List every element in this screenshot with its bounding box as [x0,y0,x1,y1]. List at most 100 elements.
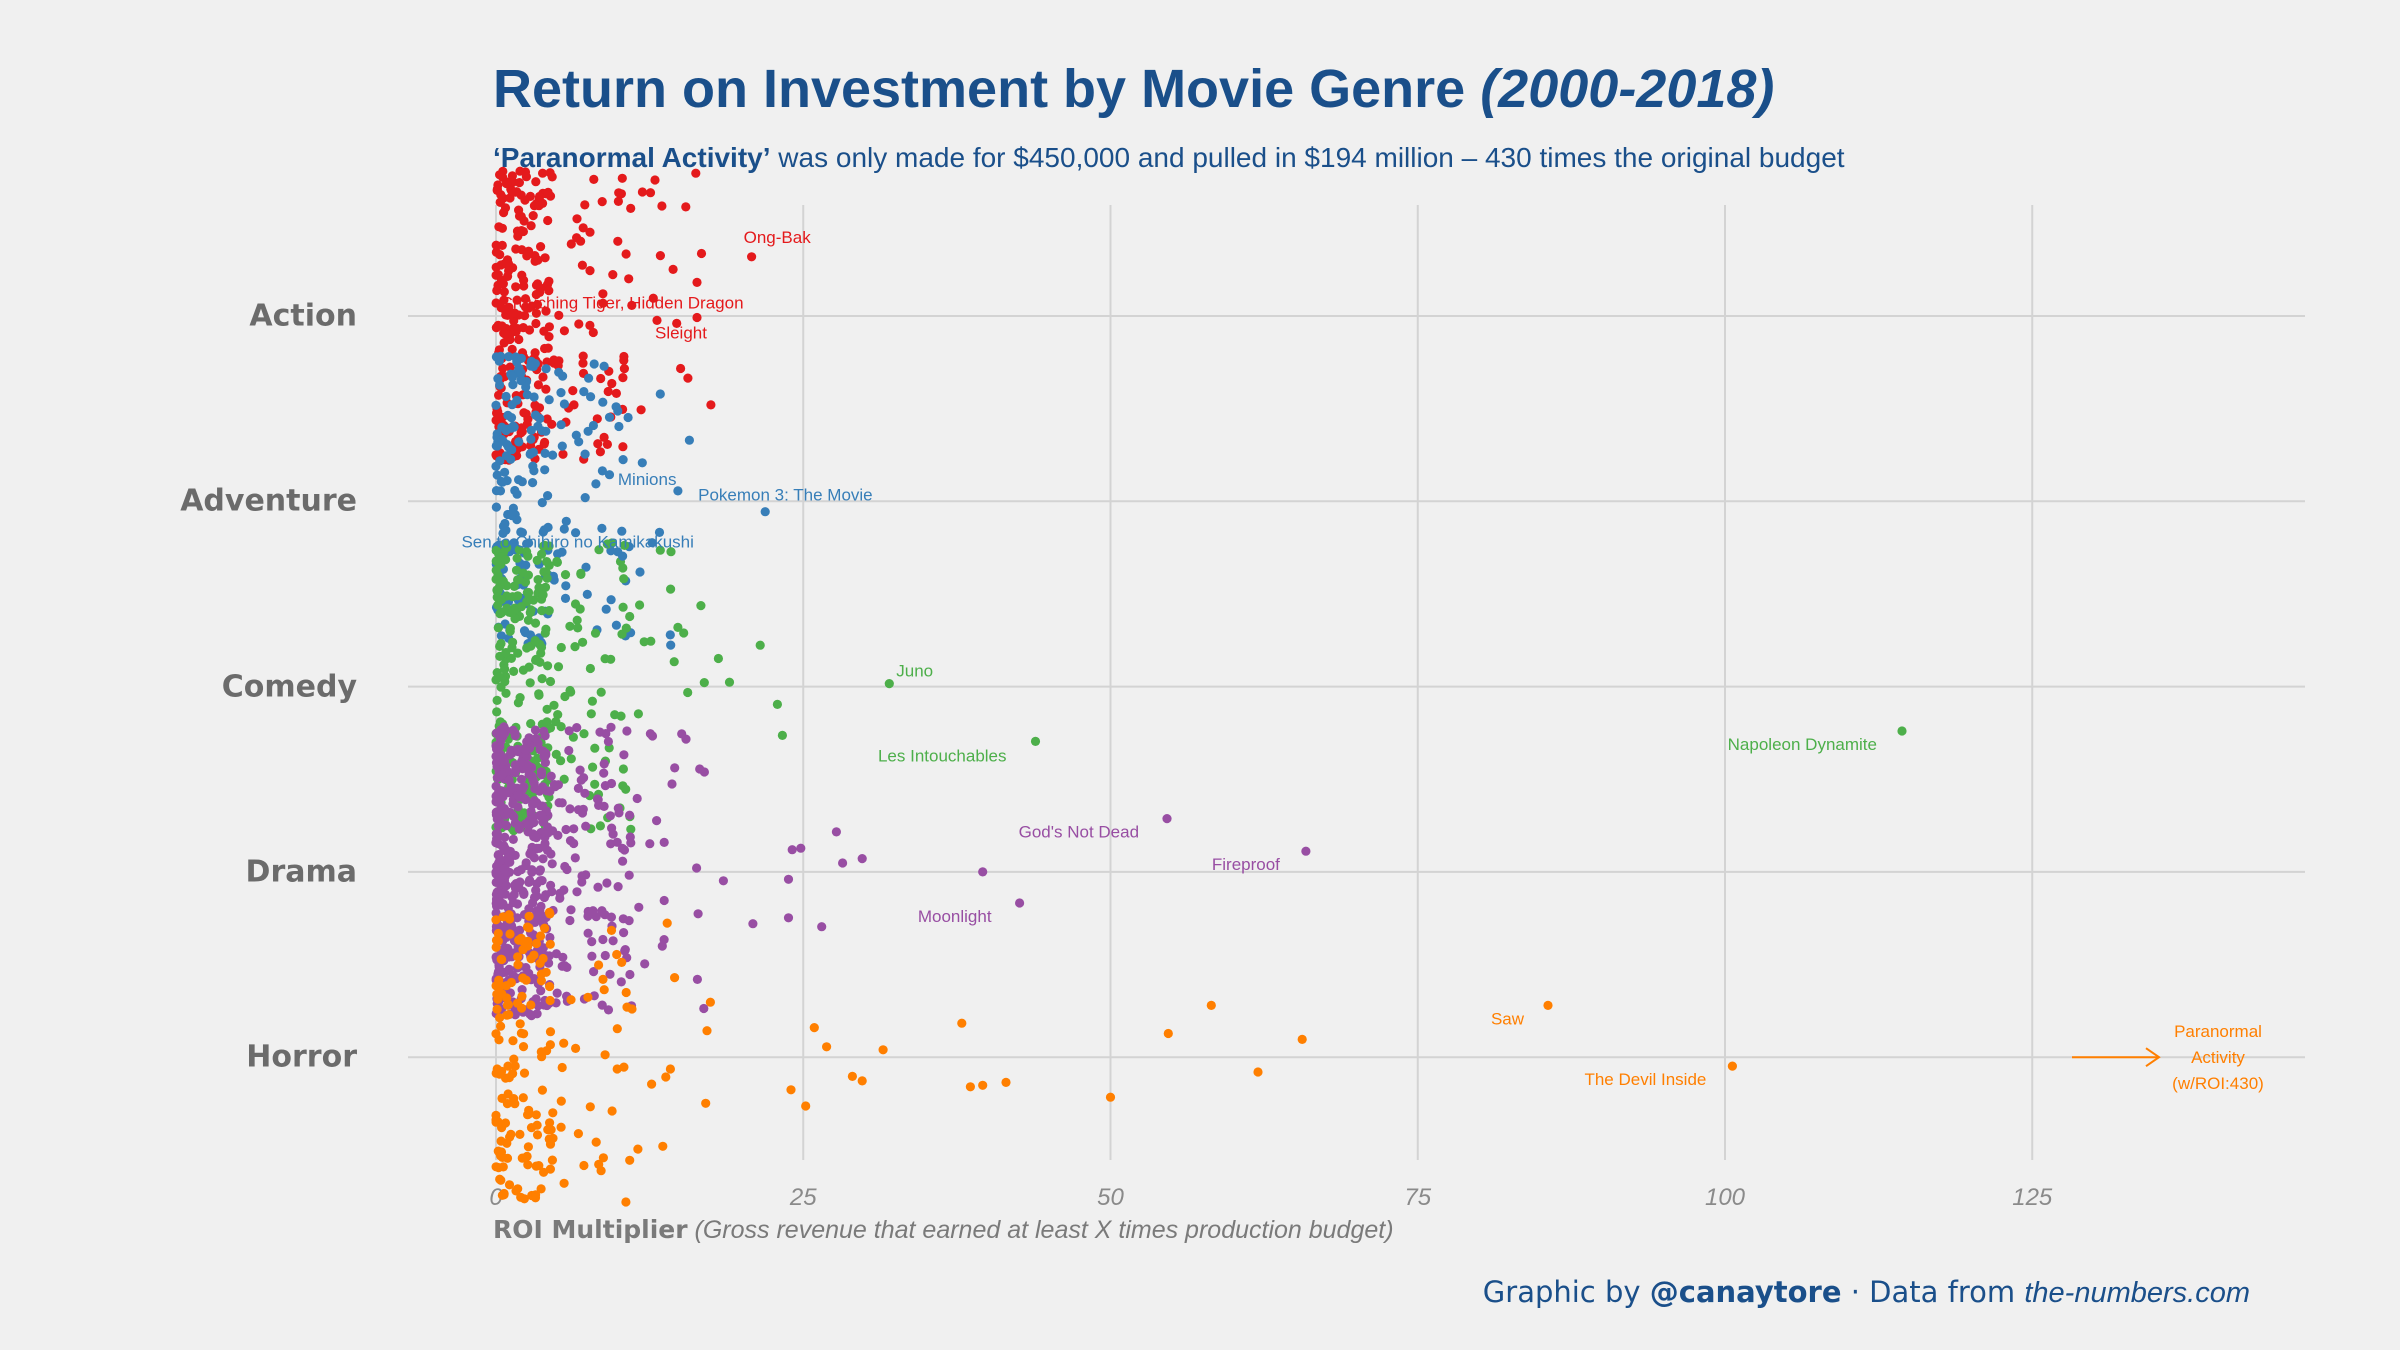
data-point [585,663,596,674]
category-label: Drama [245,854,357,890]
data-point [515,1019,525,1029]
data-point [503,1061,513,1071]
data-point [528,829,538,839]
data-point [525,678,535,688]
data-point [540,731,550,741]
x-axis-label-main: ROI Multiplier [493,1215,688,1244]
data-point [602,539,612,549]
data-point [493,832,503,842]
data-point [696,248,707,259]
data-point [648,293,658,303]
data-point [596,1166,606,1176]
data-point [498,521,509,531]
data-point [491,400,501,410]
data-point [633,1144,643,1154]
data-point [518,1042,529,1052]
data-point [1727,1061,1737,1071]
data-point [513,952,523,962]
data-point [495,1069,505,1079]
point-label: Les Intouchables [878,746,1007,765]
data-point [670,763,680,773]
data-point [1001,1077,1011,1087]
data-point [598,397,608,407]
data-point [541,967,551,977]
data-point [506,653,516,664]
point-label: Crouching Tiger, Hidden Dragon [501,293,744,312]
data-point [573,623,583,633]
data-point [666,584,676,594]
data-point [514,545,524,555]
data-point [499,287,509,297]
data-point [574,319,584,329]
credit-handle: @canaytore [1649,1275,1842,1309]
data-point [580,788,590,798]
data-point [610,710,620,720]
data-point [502,440,512,450]
point-label: Saw [1491,1009,1525,1028]
point-label: Fireproof [1212,855,1280,874]
data-point [556,420,566,430]
data-point [512,783,523,793]
data-point [640,959,650,969]
data-point [503,258,513,268]
data-point [531,1190,541,1200]
data-point [588,420,599,431]
data-point [666,640,676,650]
data-point [613,196,624,206]
data-point [561,516,571,526]
data-point [654,527,665,538]
data-point [611,388,622,398]
point-label: Sen to Chihiro no Kamikakushi [461,532,693,551]
data-point [524,593,534,604]
data-point [590,628,601,638]
data-point [544,276,554,286]
data-point [491,915,501,925]
data-point [505,929,515,939]
data-point [591,1137,601,1147]
data-point [619,750,629,760]
data-point [612,949,622,960]
data-point [570,642,580,652]
data-point [499,1190,509,1200]
data-point [499,208,509,218]
data-point [502,543,512,553]
data-point [705,997,716,1007]
annotation-label: (w/ROI:430) [2172,1074,2264,1093]
data-point [511,881,521,891]
data-point [539,842,549,852]
data-point [500,844,510,854]
data-point [513,324,523,334]
data-point [556,388,566,398]
data-point [831,827,842,837]
data-point [634,902,644,912]
data-point [532,891,542,901]
data-point [617,629,627,639]
data-point [545,723,556,733]
data-point [590,743,600,753]
data-point [619,364,630,374]
data-point [511,244,521,254]
data-point [598,934,608,945]
data-point [549,700,559,710]
data-point [495,1174,505,1184]
data-point [581,562,591,572]
data-point [560,570,571,580]
data-point [510,308,520,318]
data-point [589,174,599,184]
data-point [583,426,593,436]
data-point [755,640,765,650]
data-point [533,380,544,390]
data-point [618,914,628,924]
data-point [513,648,523,658]
data-point [519,1194,530,1204]
data-point [509,538,519,548]
data-point [540,253,550,263]
data-point [496,594,507,605]
data-point [613,406,623,416]
data-point [533,575,543,585]
data-point [536,976,547,986]
data-point [495,609,505,619]
x-tick-label: 75 [1404,1184,1431,1211]
data-point [516,757,527,767]
data-point [540,448,550,458]
